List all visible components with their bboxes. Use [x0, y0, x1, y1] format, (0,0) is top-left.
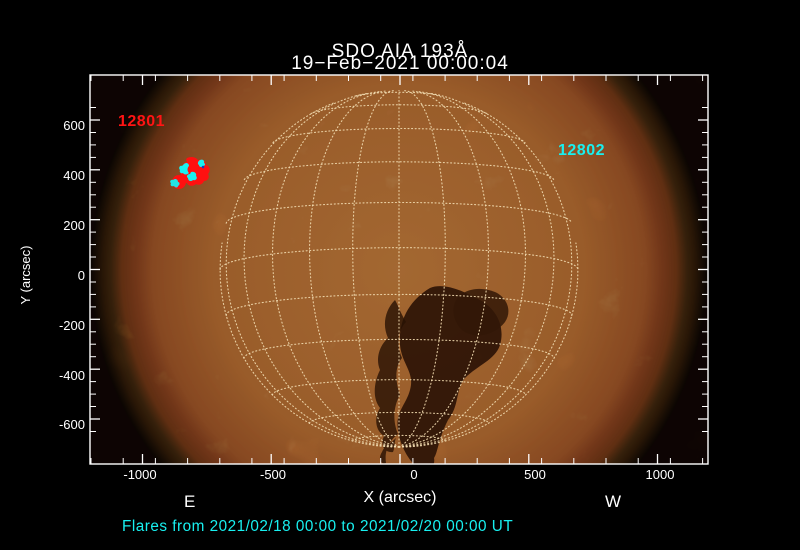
svg-text:12801: 12801 — [118, 113, 165, 130]
svg-text:12802: 12802 — [558, 142, 605, 159]
